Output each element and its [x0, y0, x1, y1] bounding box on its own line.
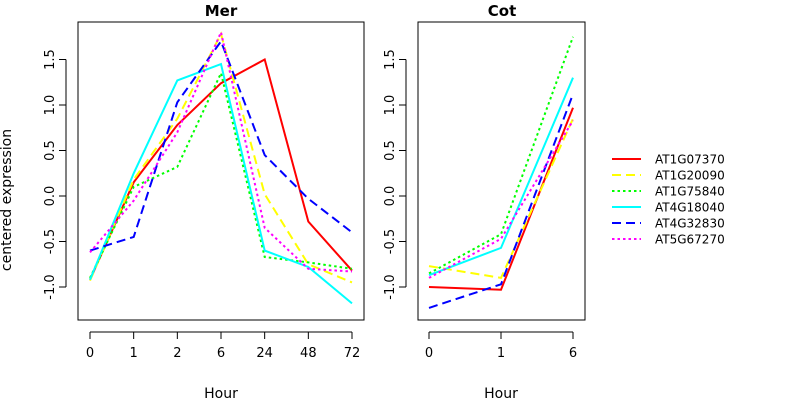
- series-lines-cot: [428, 36, 574, 309]
- series-line-at4g32830-mer: [89, 39, 353, 252]
- series-line-at4g18040-cot: [428, 77, 574, 277]
- x-tick-label-cot: 6: [569, 346, 577, 361]
- y-tick-label-cot: 1.5: [383, 49, 398, 70]
- y-tick-label-mer: -0.5: [43, 229, 58, 254]
- y-tick-label-cot: 0.0: [383, 186, 398, 207]
- y-tick-label-mer: -1.0: [43, 274, 58, 299]
- series-line-at5g67270-mer: [89, 28, 353, 273]
- y-axis-cot: -1.0 -0.5 0.0 0.5 1.0 1.5: [383, 49, 407, 300]
- x-tick-label-cot: 1: [497, 346, 505, 361]
- legend-label-at5g67270: AT5G67270: [655, 233, 725, 247]
- plot-frame-cot: [417, 21, 586, 321]
- series-line-at4g32830-cot: [428, 93, 574, 309]
- y-tick-label-mer: 1.0: [43, 95, 58, 116]
- x-tick-label-mer: 48: [300, 346, 317, 361]
- y-tick-label-cot: -0.5: [383, 229, 398, 254]
- y-axis-mer: -1.0 -0.5 0.0 0.5 1.0 1.5: [43, 49, 67, 300]
- series-lines-mer: [89, 28, 353, 305]
- series-line-at1g75840-cot: [428, 36, 574, 275]
- series-line-at1g07370-cot: [428, 107, 574, 291]
- legend-label-at1g07370: AT1G07370: [655, 153, 725, 167]
- series-line-at4g18040-mer: [89, 62, 353, 305]
- panel-title-cot: Cot: [488, 2, 516, 20]
- y-axis-title: centered expression: [0, 129, 15, 271]
- y-tick-label-mer: 1.5: [43, 49, 58, 70]
- series-line-at1g20090-cot: [428, 118, 574, 280]
- panel-title-mer: Mer: [205, 2, 238, 20]
- y-tick-label-cot: -1.0: [383, 274, 398, 299]
- x-axis-cot: 0 1 6: [425, 331, 577, 361]
- x-tick-label-mer: 72: [344, 346, 361, 361]
- x-tick-label-mer: 24: [256, 346, 273, 361]
- legend-label-at4g18040: AT4G18040: [655, 201, 725, 215]
- y-tick-label-mer: 0.0: [43, 186, 58, 207]
- panel-mer: Mer 0 1 2 6 24 48 72 -1.0 -0.5 0.0 0.5 1.0 1.5 Hour: [43, 2, 365, 400]
- x-tick-label-mer: 1: [130, 346, 138, 361]
- series-line-at1g75840-mer: [89, 70, 353, 279]
- series-line-at1g07370-mer: [89, 58, 353, 281]
- legend-label-at1g75840: AT1G75840: [655, 185, 725, 199]
- legend-label-at1g20090: AT1G20090: [655, 169, 725, 183]
- series-line-at1g20090-mer: [89, 31, 353, 284]
- series-line-at5g67270-cot: [428, 119, 574, 279]
- x-axis-title-cot: Hour: [484, 386, 518, 400]
- x-axis-mer: 0 1 2 6 24 48 72: [86, 331, 361, 361]
- x-tick-label-mer: 0: [86, 346, 94, 361]
- y-tick-label-mer: 0.5: [43, 140, 58, 161]
- x-tick-label-mer: 6: [217, 346, 225, 361]
- panel-cot: Cot 0 1 6 -1.0 -0.5 0.0 0.5 1.0 1.5 Hour: [383, 2, 586, 400]
- legend-label-at4g32830: AT4G32830: [655, 217, 725, 231]
- plot-frame-mer: [77, 21, 365, 321]
- x-axis-title-mer: Hour: [204, 386, 238, 400]
- y-tick-label-cot: 1.0: [383, 95, 398, 116]
- x-tick-label-cot: 0: [425, 346, 433, 361]
- legend: AT1G07370 AT1G20090 AT1G75840 AT4G18040 AT4G…: [612, 153, 725, 247]
- y-tick-label-cot: 0.5: [383, 140, 398, 161]
- x-tick-label-mer: 2: [173, 346, 181, 361]
